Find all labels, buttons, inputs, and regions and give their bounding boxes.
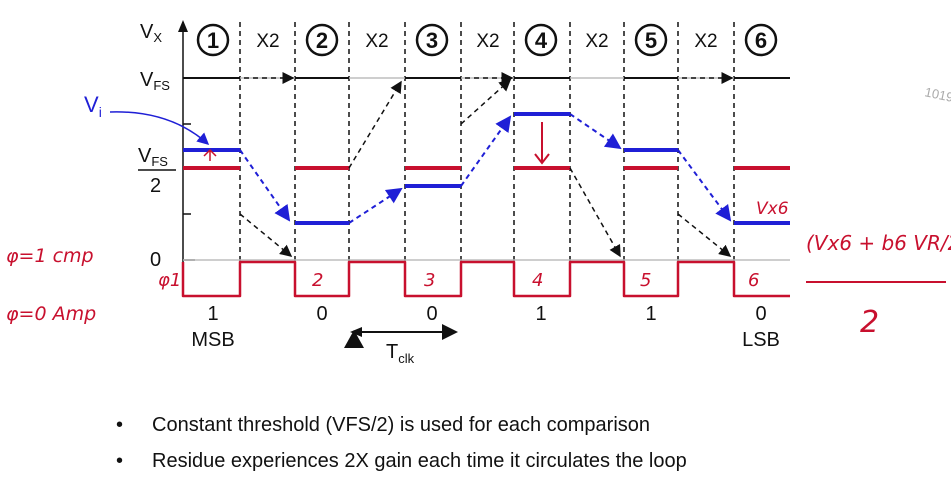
pulse-label: 6 bbox=[748, 270, 759, 291]
pulse-label: 4 bbox=[532, 270, 543, 291]
y-axis-arrowhead bbox=[178, 20, 188, 32]
y-axis-title: VX bbox=[140, 21, 162, 45]
phi-compare-note: φ=1 cmp bbox=[6, 245, 94, 267]
corner-text: 1019 bbox=[923, 84, 951, 105]
vfs-half-numerator: VFS bbox=[138, 145, 168, 169]
vfs-label: VFS bbox=[140, 69, 170, 93]
lsb-label: LSB bbox=[742, 329, 780, 351]
phase-circle bbox=[196, 23, 230, 57]
phase-number: 4 bbox=[535, 28, 548, 53]
gain-projections bbox=[239, 78, 732, 258]
phase-number: 6 bbox=[755, 28, 767, 53]
bullet-dot: • bbox=[116, 450, 124, 472]
phase-circle bbox=[524, 23, 558, 57]
phase-number: 3 bbox=[426, 28, 438, 53]
zero-label: 0 bbox=[150, 249, 161, 271]
gain-label: X2 bbox=[694, 31, 717, 52]
bit-value: 1 bbox=[535, 303, 546, 325]
msb-label: MSB bbox=[191, 329, 234, 351]
pulse-label: 2 bbox=[312, 270, 323, 291]
explanation-bullets: • Constant threshold (VFS/2) is used for … bbox=[116, 410, 687, 482]
phi-mark: φ1 bbox=[158, 270, 181, 291]
vfs-guides bbox=[183, 77, 790, 261]
phase-number: 5 bbox=[645, 28, 657, 53]
pulse-label: 5 bbox=[640, 270, 651, 291]
bit-value: 1 bbox=[645, 303, 656, 325]
residue-up-mark bbox=[203, 148, 217, 161]
residue-transitions bbox=[239, 113, 732, 224]
bit-value: 1 bbox=[207, 303, 218, 325]
bit-value: 0 bbox=[426, 303, 437, 325]
clock-waveform bbox=[181, 260, 790, 298]
phase-headers: 1 X2 2 X2 3 X2 4 X2 5 X2 6 bbox=[196, 23, 778, 57]
bullet-dot: • bbox=[116, 414, 124, 436]
gain-label: X2 bbox=[365, 31, 388, 52]
gain-label: X2 bbox=[256, 31, 279, 52]
phase-number: 1 bbox=[207, 28, 219, 53]
bullet-text: Constant threshold (VFS/2) is used for e… bbox=[152, 414, 651, 436]
gain-label: X2 bbox=[476, 31, 499, 52]
phase-circle bbox=[415, 23, 449, 57]
bit-value: 0 bbox=[755, 303, 766, 325]
formula-denominator: 2 bbox=[860, 305, 879, 340]
phase-circle bbox=[634, 23, 668, 57]
tclk-label: Tclk bbox=[386, 341, 415, 366]
vi-pointer-arrow bbox=[109, 111, 210, 145]
residue-levels bbox=[183, 112, 790, 225]
sar-residue-diagram: VX VFS VFS 2 0 bbox=[6, 20, 951, 366]
bit-value: 0 bbox=[316, 303, 327, 325]
bullet-text: Residue experiences 2X gain each time it… bbox=[152, 450, 687, 472]
bullet-item: • Residue experiences 2X gain each time i… bbox=[116, 446, 687, 482]
bit-decisions: 1 MSB 0 0 1 1 0 LSB bbox=[191, 303, 780, 351]
residue-down-mark bbox=[534, 122, 550, 165]
pulse-label: 3 bbox=[424, 270, 435, 291]
vfs-half-denominator: 2 bbox=[150, 175, 161, 197]
phase-circle bbox=[305, 23, 339, 57]
phase-number: 2 bbox=[316, 28, 328, 53]
tclk-arrowhead-left bbox=[350, 327, 362, 337]
gain-label: X2 bbox=[585, 31, 608, 52]
phase-circle bbox=[744, 23, 778, 57]
phi-amplify-note: φ=0 Amp bbox=[6, 303, 96, 325]
vx6-note: Vx6 bbox=[756, 199, 789, 219]
vi-label: Vi bbox=[84, 92, 102, 120]
handwritten-annotations: φ=1 cmp φ=0 Amp φ1 2 3 4 5 6 Vx6 (Vx6 + … bbox=[6, 122, 951, 340]
bullet-item: • Constant threshold (VFS/2) is used for … bbox=[116, 410, 687, 446]
phase-dividers bbox=[239, 22, 735, 300]
formula-numerator: (Vx6 + b6 VR/2) bbox=[806, 231, 951, 255]
